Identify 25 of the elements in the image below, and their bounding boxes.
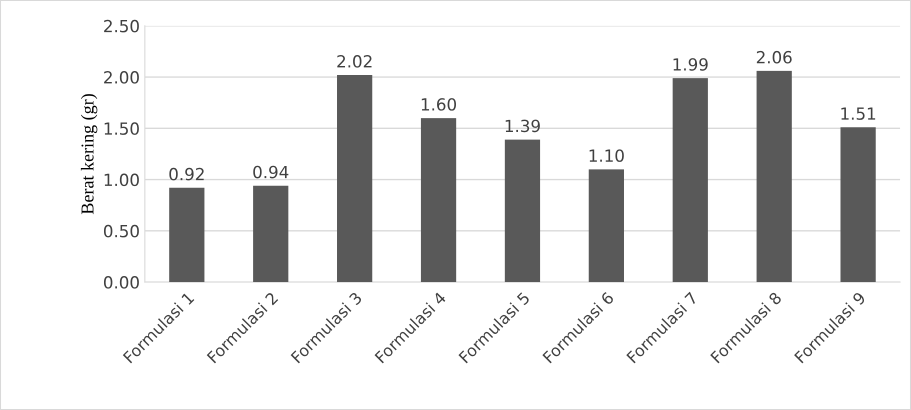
y-axis-title: Berat kering (gr) (80, 94, 98, 214)
y-tick-label: 1.00 (104, 174, 139, 186)
data-label: 1.39 (506, 120, 540, 132)
bar (504, 140, 540, 282)
y-tick-label: 0.50 (104, 224, 139, 238)
data-label: 1.10 (590, 149, 624, 162)
y-tick-label: 0.00 (104, 276, 139, 289)
y-tick-label: 2.00 (104, 71, 139, 84)
bar (253, 186, 288, 282)
bar (169, 188, 204, 282)
data-label: 1.99 (674, 58, 708, 71)
data-label: 2.02 (337, 55, 372, 68)
data-label: 0.94 (253, 166, 288, 178)
bar (756, 70, 792, 282)
y-tick-label: 2.50 (104, 20, 139, 32)
bar (588, 169, 624, 282)
data-label: 1.60 (422, 98, 456, 111)
data-label: 0.92 (169, 168, 204, 180)
y-tick-label: 1.50 (104, 122, 139, 135)
bar (840, 127, 876, 282)
bar (420, 118, 456, 282)
data-label: 2.06 (756, 50, 792, 64)
bar (337, 75, 372, 282)
bar (672, 78, 708, 282)
data-label: 1.51 (841, 108, 876, 120)
